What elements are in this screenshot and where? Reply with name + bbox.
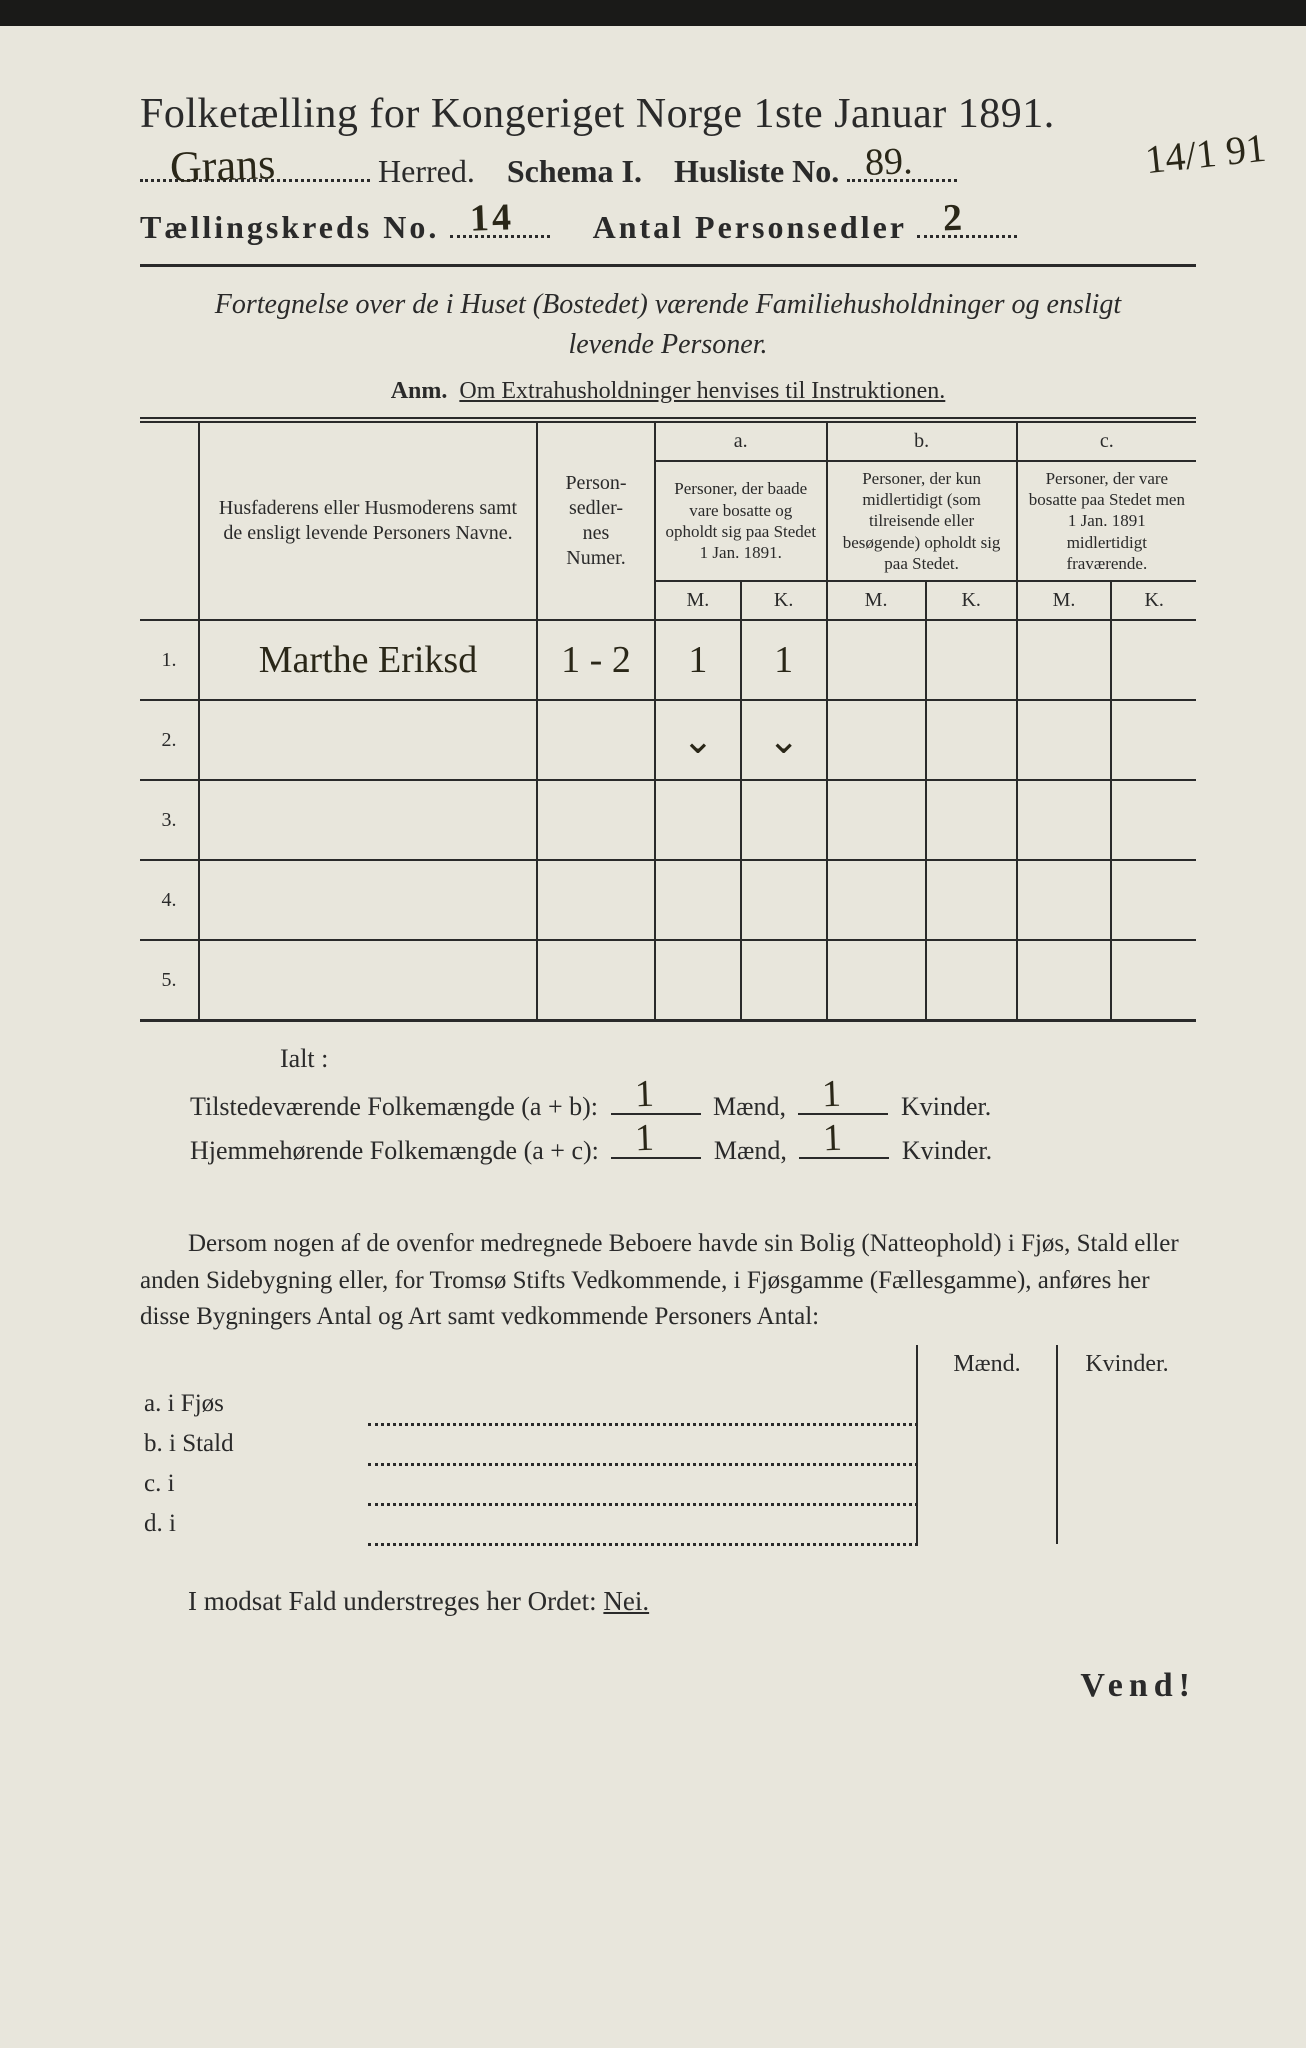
table-row: 2.⌄⌄	[140, 700, 1196, 780]
ialt-label: Ialt :	[280, 1044, 1196, 1074]
husliste-label: Husliste No.	[674, 153, 839, 189]
herred-value: Grans	[169, 138, 276, 193]
page-title: Folketælling for Kongeriget Norge 1ste J…	[140, 90, 1196, 138]
sum-present: Tilstedeværende Folkemængde (a + b): 1 M…	[190, 1082, 1196, 1122]
vend-footer: Vend!	[140, 1667, 1196, 1705]
antal-value: 2	[943, 196, 967, 241]
schema-label: Schema I.	[507, 153, 642, 189]
table-row: 5.	[140, 940, 1196, 1021]
col-b-text: Personer, der kun midlertidigt (som tilr…	[827, 461, 1017, 581]
table-row: 1.Marthe Eriksd1 - 211	[140, 620, 1196, 700]
col-a-k: K.	[741, 581, 827, 620]
divider	[140, 264, 1196, 267]
col-a-text: Personer, der baade vare bosatte og opho…	[655, 461, 827, 581]
anm-note: Anm. Om Extrahusholdninger henvises til …	[140, 378, 1196, 405]
bolig-kvinder-header: Kvinder.	[1057, 1345, 1196, 1384]
census-form-page: 14/1 91 Folketælling for Kongeriget Norg…	[0, 0, 1306, 2048]
col-c-m: M.	[1017, 581, 1112, 620]
table-row: 3.	[140, 780, 1196, 860]
kreds-value: 14	[470, 195, 516, 241]
bolig-row: c. i	[140, 1464, 1196, 1504]
col-a-label: a.	[655, 420, 827, 461]
subtitle: Fortegnelse over de i Huset (Bostedet) v…	[140, 285, 1196, 363]
col-b-k: K.	[926, 581, 1017, 620]
bolig-row: b. i Stald	[140, 1424, 1196, 1464]
antal-label: Antal Personsedler	[593, 209, 907, 245]
sum-resident: Hjemmehørende Folkemængde (a + c): 1 Mæn…	[190, 1126, 1196, 1166]
bolig-row: d. i	[140, 1504, 1196, 1544]
col-c-k: K.	[1111, 581, 1196, 620]
nei-line: I modsat Fald understreges her Ordet: Ne…	[140, 1586, 1196, 1617]
bolig-paragraph: Dersom nogen af de ovenfor medregnede Be…	[140, 1226, 1196, 1335]
herred-label: Herred.	[378, 153, 475, 189]
bolig-table: Mænd. Kvinder. a. i Fjøsb. i Staldc. id.…	[140, 1345, 1196, 1546]
kreds-line: Tællingskreds No. 14 Antal Personsedler …	[140, 200, 1196, 246]
husliste-value: 89.	[865, 139, 914, 185]
col-b-m: M.	[827, 581, 926, 620]
table-row: 4.	[140, 860, 1196, 940]
col-c-label: c.	[1017, 420, 1196, 461]
kreds-label: Tællingskreds No.	[140, 209, 439, 245]
household-table: Husfaderens eller Husmoderens samt de en…	[140, 417, 1196, 1022]
bolig-maend-header: Mænd.	[917, 1345, 1057, 1384]
col-b-label: b.	[827, 420, 1017, 461]
col-c-text: Personer, der vare bosatte paa Stedet me…	[1017, 461, 1196, 581]
bolig-row: a. i Fjøs	[140, 1384, 1196, 1424]
col-a-m: M.	[655, 581, 741, 620]
col-numer: Person- sedler- nes Numer.	[537, 420, 655, 620]
herred-line: Grans Herred. Schema I. Husliste No. 89.	[140, 144, 1196, 190]
col-name: Husfaderens eller Husmoderens samt de en…	[199, 420, 537, 620]
